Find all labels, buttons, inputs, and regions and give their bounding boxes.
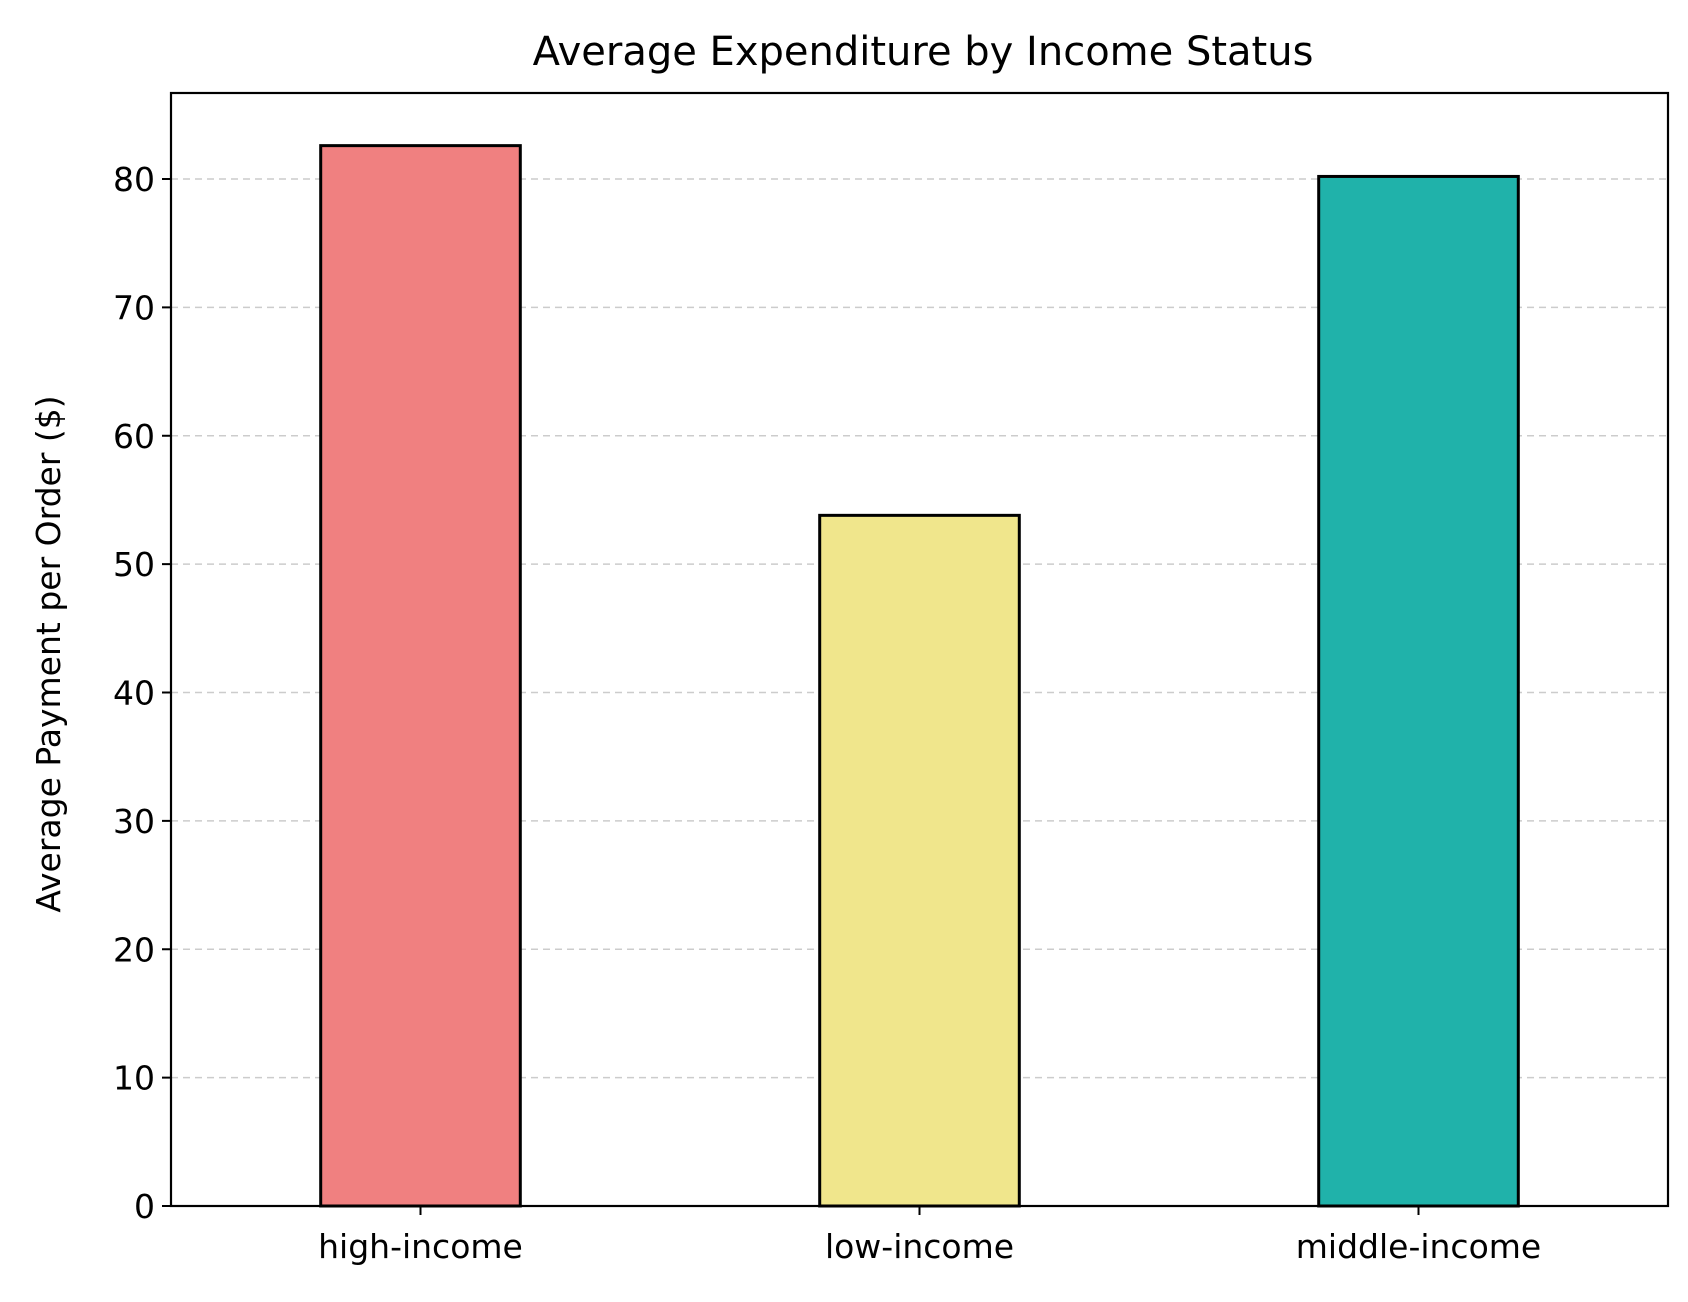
y-axis-ticks: 0 10 20 30 40 50 60 70 80 bbox=[113, 160, 171, 1226]
y-tick-label: 40 bbox=[113, 674, 155, 713]
y-tick-label: 0 bbox=[134, 1187, 155, 1226]
bar-low-income bbox=[818, 513, 1021, 1208]
bars bbox=[319, 144, 1520, 1208]
chart-title: Average Expenditure by Income Status bbox=[533, 29, 1314, 75]
y-tick-label: 70 bbox=[113, 288, 155, 327]
x-axis-ticks: high-income low-income middle-income bbox=[318, 1206, 1541, 1266]
x-tick-label: low-income bbox=[825, 1227, 1014, 1266]
bar-high-income bbox=[319, 144, 522, 1208]
x-tick-label: high-income bbox=[318, 1227, 523, 1266]
y-tick-label: 50 bbox=[113, 545, 155, 584]
y-tick-label: 80 bbox=[113, 160, 155, 199]
y-tick-label: 20 bbox=[113, 930, 155, 969]
y-tick-label: 60 bbox=[113, 417, 155, 456]
y-tick-label: 30 bbox=[113, 802, 155, 841]
bar-middle-income bbox=[1317, 174, 1520, 1208]
x-tick-label: middle-income bbox=[1296, 1227, 1541, 1266]
y-axis-label: Average Payment per Order ($) bbox=[29, 395, 68, 912]
y-tick-label: 10 bbox=[113, 1059, 155, 1098]
